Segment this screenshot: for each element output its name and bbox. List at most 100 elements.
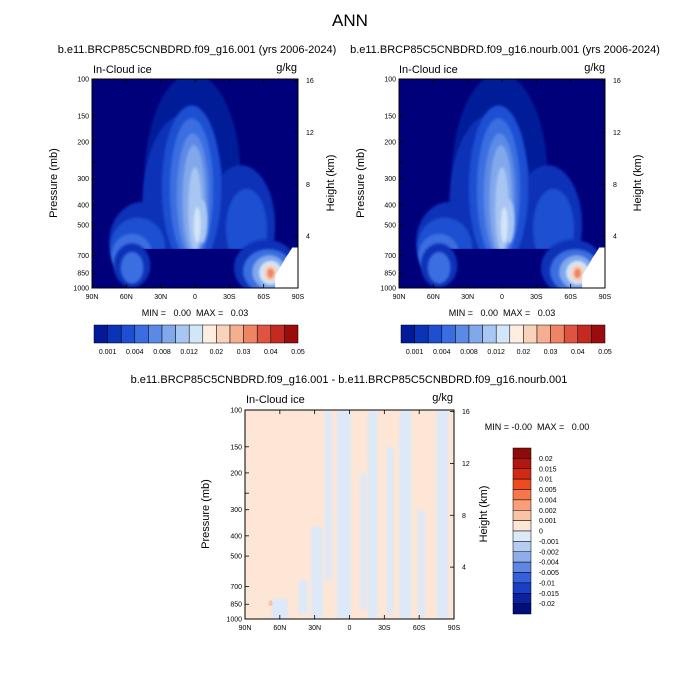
- colorbar-label: 0.02: [517, 349, 531, 356]
- colorbar-swatch: [512, 603, 532, 615]
- colorbar-label: 0.01: [539, 477, 553, 484]
- terrain-mask: [275, 247, 298, 288]
- y-tick-label: 1000: [226, 617, 242, 624]
- panel-2-y2label: Height (km): [632, 155, 644, 212]
- panel-3-y-axis: 100 150 200 300 400 500 700 850 1000: [226, 408, 249, 624]
- y-tick-label: 850: [230, 602, 242, 609]
- colorbar-label: 0.001: [539, 518, 557, 525]
- x-tick-label: 60S: [413, 625, 426, 632]
- colorbar-swatch: [107, 324, 122, 344]
- panel-3-ylabel: Pressure (mb): [200, 479, 212, 549]
- x-tick-label: 30S: [378, 625, 391, 632]
- colorbar-swatch: [512, 458, 532, 469]
- x-tick-label: 90N: [86, 294, 99, 301]
- panel-3-left-label: In-Cloud ice: [246, 394, 305, 406]
- panel-3-stats: MIN = -0.00 MAX = 0.00: [485, 422, 590, 432]
- y-tick-label: 400: [230, 533, 242, 540]
- contour-level: [500, 207, 508, 244]
- colorbar-swatch: [523, 324, 538, 344]
- colorbar-swatch: [441, 324, 456, 344]
- height-tick-label: 4: [462, 565, 466, 572]
- height-tick-label: 12: [613, 130, 621, 137]
- colorbar-swatch: [202, 324, 217, 344]
- colorbar-label: 0.008: [460, 349, 478, 356]
- colorbar-swatch: [512, 541, 532, 552]
- y-tick-label: 500: [230, 554, 242, 561]
- colorbar-swatch: [512, 593, 532, 604]
- colorbar-label: 0.008: [153, 349, 171, 356]
- colorbar-label: 0.012: [487, 349, 505, 356]
- colorbar-swatch: [216, 324, 231, 344]
- colorbar-swatch: [400, 324, 415, 344]
- panel-2-height-axis: 4 8 12 16: [601, 78, 621, 241]
- contour-level: [120, 251, 144, 284]
- contour-level: [386, 446, 394, 615]
- field-contours: [109, 79, 298, 288]
- colorbar-swatch: [577, 324, 592, 344]
- colorbar-swatch: [512, 582, 532, 594]
- y-tick-label: 100: [230, 408, 242, 415]
- panel-3-x-axis: 90N 60N 30N 0 30S 60S 90S: [239, 410, 461, 632]
- colorbar-swatch: [512, 561, 532, 573]
- contour-level: [271, 598, 288, 619]
- x-tick-label: 30S: [530, 294, 543, 301]
- height-tick-label: 8: [306, 182, 310, 189]
- contour-level: [267, 268, 274, 279]
- height-tick-label: 16: [462, 409, 470, 416]
- y-tick-label: 150: [77, 113, 89, 120]
- colorbar-label: 0.004: [539, 497, 557, 504]
- y-tick-label: 700: [77, 253, 89, 260]
- colorbar-label: -0.01: [539, 580, 555, 587]
- contour-level: [311, 526, 323, 619]
- y-tick-label: 500: [77, 223, 89, 230]
- contour-level: [336, 410, 351, 619]
- low-level-band: [132, 248, 247, 288]
- y-tick-label: 300: [77, 176, 89, 183]
- panel-3-height-axis: 4 8 12 16: [450, 409, 470, 572]
- colorbar-swatch: [148, 324, 163, 344]
- colorbar-swatch: [482, 324, 497, 344]
- panel-3-title: b.e11.BRCP85C5CNBDRD.f09_g16.001 - b.e11…: [131, 374, 568, 386]
- colorbar-swatch: [509, 324, 524, 344]
- x-tick-label: 90N: [393, 294, 406, 301]
- colorbar-label: -0.004: [539, 560, 559, 567]
- colorbar-swatch: [229, 324, 244, 344]
- panel-3-y2label: Height (km): [478, 486, 490, 543]
- x-tick-label: 60N: [427, 294, 440, 301]
- colorbar-label: 0.001: [99, 349, 117, 356]
- colorbar-label: 0.005: [539, 487, 557, 494]
- panel-1-ylabel: Pressure (mb): [48, 148, 60, 218]
- x-tick-label: 90S: [292, 294, 305, 301]
- height-tick-label: 12: [306, 130, 314, 137]
- colorbar-swatch: [512, 468, 532, 480]
- height-tick-label: 12: [462, 461, 470, 468]
- y-tick-label: 850: [384, 271, 396, 278]
- colorbar-swatch: [512, 551, 532, 563]
- contour-level: [298, 579, 308, 615]
- panel-1: b.e11.BRCP85C5CNBDRD.f09_g16.001 (yrs 20…: [48, 44, 337, 356]
- colorbar-label: 0.012: [180, 349, 198, 356]
- colorbar-swatch: [188, 324, 204, 344]
- x-tick-label: 0: [348, 625, 352, 632]
- panel-1-y-axis: 100 150 200 300 400 500 700 850 1000: [73, 77, 96, 293]
- panel-2-x-axis: 90N 60N 30N 0 30S 60S 90S: [393, 79, 612, 301]
- colorbar-label: 0.002: [539, 508, 557, 515]
- y-tick-label: 700: [230, 584, 242, 591]
- colorbar-swatch: [455, 324, 470, 344]
- terrain-mask: [582, 247, 605, 288]
- x-tick-label: 60S: [257, 294, 270, 301]
- colorbar-label: -0.001: [539, 539, 559, 546]
- panel-2-stats: MIN = 0.00 MAX = 0.03: [449, 308, 556, 318]
- panel-1-title: b.e11.BRCP85C5CNBDRD.f09_g16.001 (yrs 20…: [58, 44, 337, 56]
- panel-1-stats: MIN = 0.00 MAX = 0.03: [142, 308, 249, 318]
- y-tick-label: 1000: [380, 286, 396, 293]
- colorbar-label: 0.004: [126, 349, 144, 356]
- x-tick-label: 30N: [461, 294, 474, 301]
- panel-1-colorbar: 0.001 0.004 0.008 0.012 0.02 0.03 0.04 0.05: [93, 324, 305, 356]
- colorbar-swatch: [243, 324, 258, 344]
- colorbar-label: 0.03: [237, 349, 251, 356]
- y-tick-label: 400: [384, 202, 396, 209]
- colorbar-swatch: [512, 572, 532, 584]
- colorbar-swatch: [512, 530, 532, 542]
